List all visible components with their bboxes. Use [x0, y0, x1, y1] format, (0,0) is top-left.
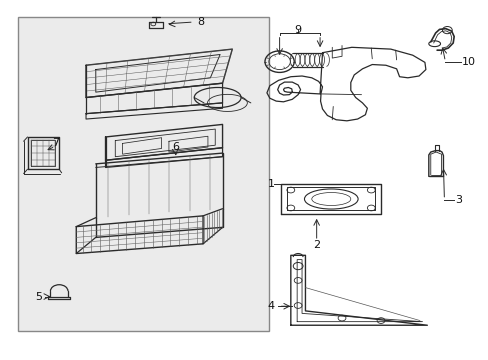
Text: 2: 2: [312, 239, 320, 249]
Bar: [18, 17, 268, 330]
Text: 3: 3: [455, 195, 462, 205]
Text: 1: 1: [267, 179, 274, 189]
Text: 8: 8: [197, 17, 204, 27]
Text: 5: 5: [35, 292, 42, 302]
Text: 6: 6: [171, 142, 179, 152]
Text: 7: 7: [52, 139, 59, 148]
Text: 4: 4: [267, 301, 274, 311]
Text: 9: 9: [294, 25, 301, 35]
Text: 10: 10: [461, 57, 475, 67]
